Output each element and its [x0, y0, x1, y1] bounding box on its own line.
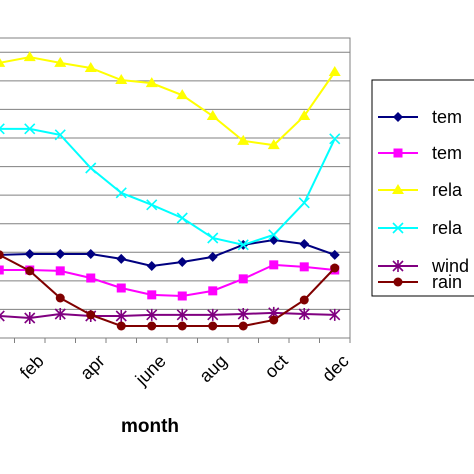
- marker: [85, 249, 96, 259]
- marker: [208, 321, 218, 331]
- x-tick-label: dec: [318, 351, 353, 386]
- marker: [116, 253, 127, 264]
- marker: [55, 266, 65, 276]
- legend-label: tem: [432, 107, 462, 127]
- marker: [86, 273, 96, 283]
- marker: [84, 62, 97, 72]
- marker: [298, 308, 310, 320]
- marker: [24, 123, 36, 135]
- marker: [145, 77, 158, 88]
- marker: [329, 249, 340, 260]
- series-line: [0, 254, 336, 327]
- marker: [146, 199, 158, 211]
- marker: [0, 58, 6, 67]
- marker: [54, 56, 67, 67]
- marker: [299, 239, 310, 249]
- marker: [393, 277, 403, 287]
- marker: [238, 274, 248, 284]
- marker: [115, 310, 127, 322]
- marker: [269, 315, 279, 325]
- marker: [23, 51, 36, 62]
- marker: [299, 262, 309, 272]
- marker: [238, 321, 248, 331]
- marker: [85, 162, 97, 174]
- marker: [146, 308, 158, 321]
- marker: [146, 261, 157, 271]
- marker: [86, 310, 96, 320]
- marker: [115, 74, 128, 84]
- marker: [393, 148, 403, 158]
- series-line: [0, 127, 336, 246]
- legend-label: rain: [432, 272, 462, 292]
- marker: [208, 286, 218, 296]
- legend-label: rela: [432, 218, 463, 238]
- x-tick-label: feb: [16, 351, 48, 383]
- marker: [25, 266, 35, 276]
- marker: [177, 291, 187, 301]
- marker: [176, 212, 188, 224]
- marker: [269, 260, 279, 270]
- marker: [207, 232, 219, 244]
- marker: [330, 263, 340, 273]
- marker: [268, 229, 280, 241]
- legend-label: rela: [432, 180, 463, 200]
- marker: [0, 250, 4, 260]
- marker: [0, 310, 5, 322]
- marker: [24, 312, 36, 324]
- marker: [207, 251, 218, 262]
- x-axis-label: month: [121, 416, 179, 437]
- marker: [392, 222, 404, 234]
- legend-label: tem: [432, 143, 462, 163]
- marker: [393, 112, 403, 122]
- x-tick-label: oct: [261, 351, 292, 382]
- marker: [177, 257, 188, 267]
- series-line: [0, 238, 336, 268]
- marker: [147, 321, 157, 331]
- marker: [176, 308, 188, 321]
- series-line: [0, 56, 336, 147]
- marker: [298, 110, 311, 120]
- x-tick-label: june: [131, 351, 170, 390]
- marker: [55, 249, 66, 259]
- marker: [328, 66, 341, 76]
- series-line: [0, 311, 335, 320]
- marker: [116, 283, 126, 293]
- x-tick-label: aug: [195, 351, 230, 386]
- plot-area: [0, 37, 351, 339]
- marker: [54, 308, 66, 320]
- marker: [329, 133, 341, 145]
- marker: [116, 321, 126, 331]
- series-line: [0, 263, 335, 298]
- marker: [207, 308, 219, 321]
- marker: [299, 295, 309, 305]
- marker: [329, 308, 341, 321]
- marker: [147, 290, 157, 300]
- marker: [267, 139, 280, 150]
- marker: [392, 184, 404, 194]
- legend-label: wind: [431, 256, 469, 276]
- marker: [206, 110, 219, 120]
- marker: [115, 187, 127, 199]
- marker: [55, 293, 65, 303]
- marker: [237, 308, 249, 320]
- marker: [176, 89, 189, 100]
- marker: [237, 134, 250, 145]
- marker: [0, 123, 5, 135]
- marker: [0, 265, 4, 275]
- marker: [177, 321, 187, 331]
- x-tick-label: apr: [76, 351, 109, 384]
- marker: [298, 197, 310, 209]
- marker: [392, 260, 404, 272]
- marker: [237, 239, 249, 251]
- marker: [54, 129, 66, 141]
- marker: [24, 249, 35, 259]
